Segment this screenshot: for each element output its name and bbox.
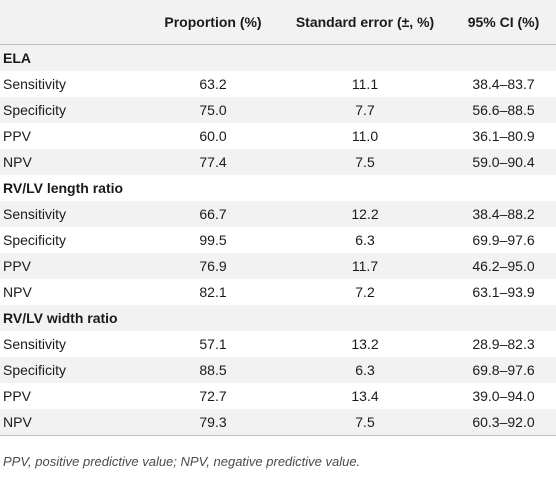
table-header-row: Proportion (%) Standard error (±, %) 95%… (0, 0, 556, 45)
table-row: Sensitivity 63.2 11.1 38.4–83.7 (0, 71, 556, 97)
table-row: NPV 79.3 7.5 60.3–92.0 (0, 409, 556, 435)
header-proportion: Proportion (%) (164, 14, 262, 30)
ci-value: 69.9–97.6 (472, 232, 535, 248)
ci-value: 63.1–93.9 (472, 284, 535, 300)
ci-value: 46.2–95.0 (472, 258, 535, 274)
results-table: Proportion (%) Standard error (±, %) 95%… (0, 0, 556, 436)
table-row: PPV 72.7 13.4 39.0–94.0 (0, 383, 556, 409)
standard-error-value: 11.7 (351, 258, 379, 274)
ci-value: 69.8–97.6 (472, 362, 535, 378)
table-row: Sensitivity 57.1 13.2 28.9–82.3 (0, 331, 556, 357)
ci-value: 38.4–88.2 (472, 206, 535, 222)
table-row: NPV 77.4 7.5 59.0–90.4 (0, 149, 556, 175)
metric-label: NPV (3, 414, 32, 430)
proportion-value: 60.0 (199, 128, 227, 144)
table-bottom-rule (0, 435, 556, 436)
proportion-value: 88.5 (199, 362, 227, 378)
header-ci: 95% CI (%) (467, 14, 540, 30)
group-name: ELA (3, 50, 31, 66)
metric-label: NPV (3, 154, 32, 170)
ci-value: 59.0–90.4 (472, 154, 535, 170)
group-name: RV/LV width ratio (3, 310, 118, 326)
ci-value: 38.4–83.7 (472, 76, 535, 92)
group-name: RV/LV length ratio (3, 180, 124, 196)
ci-value: 56.6–88.5 (472, 102, 535, 118)
standard-error-value: 13.2 (351, 336, 379, 352)
proportion-value: 57.1 (199, 336, 227, 352)
metric-label: PPV (3, 258, 32, 274)
table-row: Sensitivity 66.7 12.2 38.4–88.2 (0, 201, 556, 227)
proportion-value: 63.2 (199, 76, 227, 92)
ci-value: 60.3–92.0 (472, 414, 535, 430)
ci-value: 28.9–82.3 (472, 336, 535, 352)
table-row: Specificity 88.5 6.3 69.8–97.6 (0, 357, 556, 383)
standard-error-value: 6.3 (355, 232, 375, 248)
group-heading-ela: ELA (0, 45, 556, 71)
metric-label: PPV (3, 128, 32, 144)
proportion-value: 82.1 (199, 284, 227, 300)
table-row: NPV 82.1 7.2 63.1–93.9 (0, 279, 556, 305)
standard-error-value: 6.3 (355, 362, 375, 378)
metric-label: PPV (3, 388, 32, 404)
table-row: PPV 76.9 11.7 46.2–95.0 (0, 253, 556, 279)
standard-error-value: 11.1 (351, 76, 379, 92)
proportion-value: 77.4 (199, 154, 227, 170)
standard-error-value: 7.5 (355, 414, 375, 430)
proportion-value: 66.7 (199, 206, 227, 222)
metric-label: Specificity (3, 232, 67, 248)
standard-error-value: 7.5 (355, 154, 375, 170)
proportion-value: 76.9 (199, 258, 227, 274)
table-footnote: PPV, positive predictive value; NPV, neg… (3, 454, 361, 469)
standard-error-value: 12.2 (351, 206, 379, 222)
standard-error-value: 13.4 (351, 388, 379, 404)
proportion-value: 79.3 (199, 414, 227, 430)
proportion-value: 75.0 (199, 102, 227, 118)
metric-label: Sensitivity (3, 206, 67, 222)
metric-label: Specificity (3, 102, 67, 118)
ci-value: 39.0–94.0 (472, 388, 535, 404)
standard-error-value: 11.0 (351, 128, 379, 144)
metric-label: Sensitivity (3, 336, 67, 352)
group-heading-length-ratio: RV/LV length ratio (0, 175, 556, 201)
metric-label: Sensitivity (3, 76, 67, 92)
standard-error-value: 7.2 (355, 284, 375, 300)
table-row: Specificity 99.5 6.3 69.9–97.6 (0, 227, 556, 253)
proportion-value: 99.5 (199, 232, 227, 248)
metric-label: Specificity (3, 362, 67, 378)
proportion-value: 72.7 (199, 388, 227, 404)
header-standard-error: Standard error (±, %) (295, 14, 435, 30)
standard-error-value: 7.7 (355, 102, 375, 118)
ci-value: 36.1–80.9 (472, 128, 535, 144)
group-heading-width-ratio: RV/LV width ratio (0, 305, 556, 331)
metric-label: NPV (3, 284, 32, 300)
table-row: PPV 60.0 11.0 36.1–80.9 (0, 123, 556, 149)
table-row: Specificity 75.0 7.7 56.6–88.5 (0, 97, 556, 123)
